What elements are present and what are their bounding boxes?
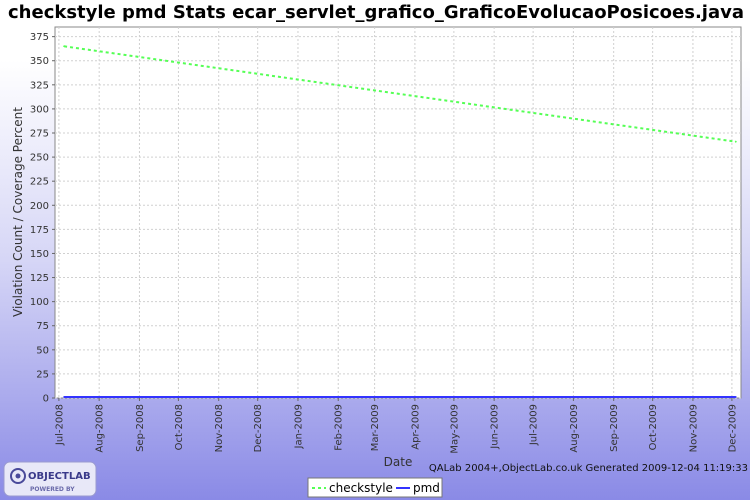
generated-credit: QALab 2004+,ObjectLab.co.uk Generated 20…	[429, 463, 748, 474]
x-tick-label: Dec-2008	[253, 404, 264, 452]
y-tick-label: 275	[30, 129, 49, 140]
x-tick-label: Jul-2009	[529, 404, 540, 446]
y-axis-ticks: 0 25 50 75 100 125 150 175 200 225 250 275 300 325 350…	[30, 32, 55, 405]
x-tick-label: Dec-2009	[727, 404, 738, 452]
series-line-checkstyle	[63, 45, 736, 143]
x-axis-label: Date	[384, 455, 413, 469]
y-tick-label: 0	[43, 394, 49, 405]
y-tick-label: 350	[30, 56, 49, 67]
legend: checkstyle pmd	[307, 477, 443, 498]
logo-brand: OBJECTLAB	[28, 471, 91, 482]
logo-tagline: POWERED BY	[30, 486, 75, 493]
x-tick-label: Sep-2008	[135, 404, 146, 452]
x-tick-label: Mar-2009	[370, 404, 381, 451]
x-tick-label: Jan-2009	[293, 404, 304, 449]
data-point-checkstyle	[734, 140, 737, 143]
x-tick-label: Feb-2009	[334, 404, 345, 451]
y-tick-label: 250	[30, 153, 49, 164]
y-axis-label: Violation Count / Coverage Percent	[11, 107, 25, 317]
y-tick-label: 200	[30, 201, 49, 212]
y-tick-label: 375	[30, 32, 49, 43]
x-axis-ticks: Jul-2008 Aug-2008 Sep-2008 Oct-2008 Nov-2008…	[54, 398, 738, 454]
y-tick-label: 50	[36, 345, 49, 356]
x-tick-label: Nov-2008	[214, 404, 225, 452]
y-tick-label: 150	[30, 249, 49, 260]
plot-area	[54, 26, 742, 399]
x-tick-label: Nov-2009	[688, 404, 699, 452]
y-tick-label: 300	[30, 104, 49, 115]
objectlab-logo: OBJECTLAB POWERED BY	[3, 461, 97, 497]
x-tick-label: Aug-2008	[95, 404, 106, 453]
logo-dot-icon	[15, 473, 21, 479]
y-tick-label: 25	[36, 369, 49, 380]
x-tick-label: Sep-2009	[609, 404, 620, 452]
x-tick-label: Jun-2009	[490, 404, 501, 450]
y-tick-label: 125	[30, 273, 49, 284]
series-layer	[63, 45, 737, 398]
y-tick-label: 100	[30, 297, 49, 308]
y-tick-label: 75	[36, 321, 49, 332]
data-point-pmd	[734, 396, 737, 398]
x-tick-label: May-2009	[449, 404, 460, 454]
legend-label-pmd: pmd	[413, 481, 440, 495]
logo-circle-icon	[10, 468, 26, 484]
x-tick-label: Oct-2009	[648, 404, 659, 450]
data-point-pmd	[63, 396, 65, 398]
y-tick-label: 325	[30, 80, 49, 91]
chart-title: checkstyle pmd Stats ecar_servlet_grafic…	[8, 2, 744, 23]
logo-badge	[3, 461, 97, 497]
x-tick-label: Apr-2009	[410, 404, 421, 450]
x-tick-label: Oct-2008	[174, 404, 185, 450]
y-tick-label: 175	[30, 225, 49, 236]
legend-label-checkstyle: checkstyle	[329, 481, 393, 495]
x-gridlines	[58, 27, 733, 398]
legend-box	[307, 477, 443, 498]
x-tick-label: Jul-2008	[54, 404, 65, 446]
data-point-checkstyle	[63, 45, 65, 48]
y-tick-label: 225	[30, 177, 49, 188]
x-tick-label: Aug-2009	[569, 404, 580, 453]
